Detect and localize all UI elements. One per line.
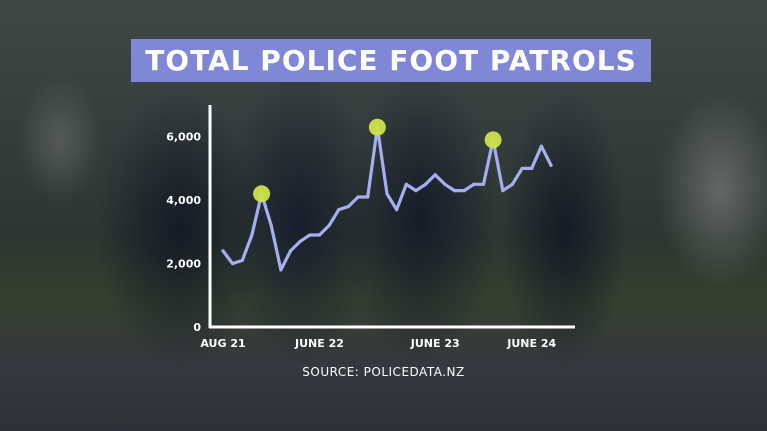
x-tick-label: JUNE 24 <box>506 337 556 350</box>
highlight-marker <box>484 131 502 149</box>
data-point <box>443 182 447 186</box>
data-point <box>423 182 428 186</box>
data-point <box>346 204 351 209</box>
data-point <box>539 144 543 148</box>
data-point <box>366 195 370 199</box>
data-point <box>240 258 244 262</box>
y-tick-label: 6,000 <box>166 131 201 144</box>
data-point <box>298 239 302 243</box>
x-axis-ticks: AUG 21 JUNE 22 JUNE 23 JUNE 24 <box>200 337 556 350</box>
series-line <box>221 125 553 272</box>
x-tick-label: JUNE 22 <box>294 337 344 350</box>
highlight-marker <box>368 118 386 136</box>
data-point <box>520 166 524 171</box>
x-tick-label: JUNE 23 <box>410 337 460 350</box>
data-point <box>414 189 418 193</box>
y-tick-label: 4,000 <box>166 194 201 207</box>
x-tick-label: AUG 21 <box>200 337 245 350</box>
data-point <box>385 192 389 196</box>
data-point <box>530 166 534 171</box>
data-point <box>462 189 466 193</box>
data-point <box>279 268 283 272</box>
data-point <box>404 182 408 186</box>
data-point <box>549 163 553 167</box>
data-point <box>308 233 312 237</box>
data-point <box>501 189 505 193</box>
data-point <box>317 233 322 237</box>
highlight-marker <box>253 185 271 203</box>
data-point <box>327 223 331 228</box>
chart-axes <box>208 105 575 329</box>
series-layer <box>221 125 553 272</box>
chart-title: TOTAL POLICE FOOT PATROLS <box>145 44 637 77</box>
data-point <box>472 182 476 186</box>
data-point <box>231 261 235 266</box>
chart-title-banner: TOTAL POLICE FOOT PATROLS <box>131 39 651 82</box>
y-tick-label: 0 <box>193 321 201 334</box>
data-point <box>452 189 457 193</box>
y-tick-label: 2,000 <box>166 258 201 271</box>
data-point <box>288 249 293 253</box>
data-point <box>269 223 273 228</box>
data-point <box>510 182 515 186</box>
data-point <box>395 208 399 212</box>
chart-source: SOURCE: POLICEDATA.NZ <box>302 365 465 379</box>
y-axis-ticks: 0 2,000 4,000 6,000 <box>166 131 201 334</box>
data-point <box>481 182 486 186</box>
data-point <box>337 208 341 212</box>
data-point <box>250 233 254 237</box>
data-point <box>433 173 437 177</box>
data-point <box>356 195 360 199</box>
data-point <box>221 249 225 253</box>
highlight-layer <box>253 118 502 203</box>
